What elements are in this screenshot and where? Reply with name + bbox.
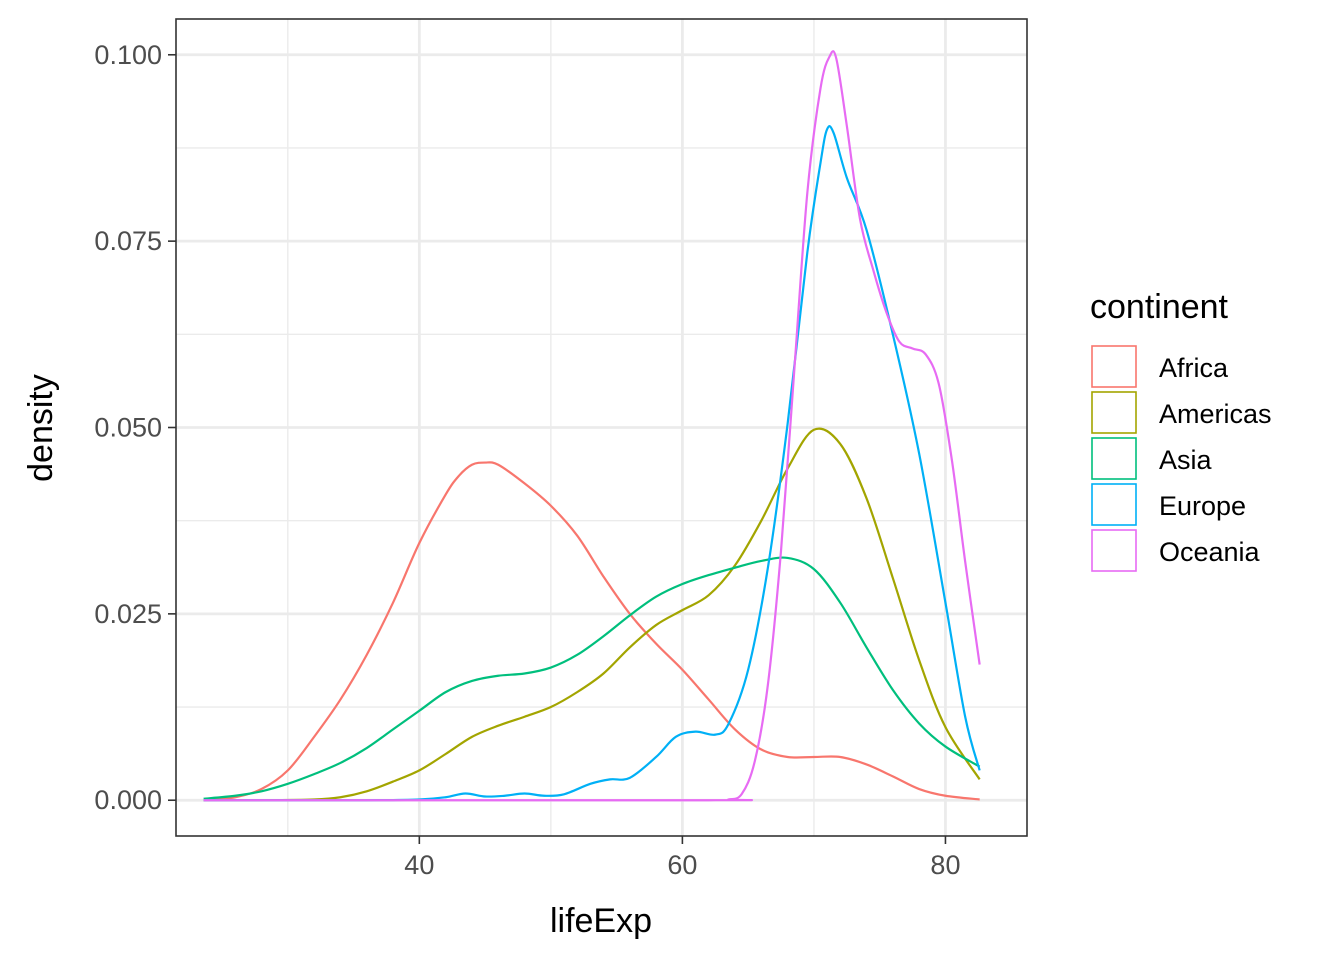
- x-axis-title: lifeExp: [550, 902, 652, 940]
- legend: continent Africa Americas Asia Europe Oceani…: [1090, 288, 1272, 572]
- legend-key-europe: [1091, 483, 1137, 526]
- y-tick-label: 0.100: [94, 40, 162, 70]
- density-curve-asia: [203, 556, 981, 800]
- y-axis: 0.000 0.025 0.050 0.075 0.100: [94, 40, 176, 815]
- density-curve-europe: [203, 125, 981, 802]
- legend-label-africa: Africa: [1159, 353, 1229, 383]
- density-curve-oceania: [203, 50, 981, 802]
- x-tick-label: 60: [667, 850, 697, 880]
- x-tick-label: 40: [404, 850, 434, 880]
- y-tick-label: 0.050: [94, 413, 162, 443]
- legend-key-americas: [1091, 391, 1137, 434]
- legend-label-oceania: Oceania: [1159, 537, 1261, 567]
- legend-key-asia: [1091, 437, 1137, 480]
- legend-items: Africa Americas Asia Europe Oceania: [1091, 345, 1272, 572]
- legend-label-asia: Asia: [1159, 445, 1213, 475]
- x-axis: 40 60 80: [404, 836, 960, 880]
- density-curve-americas: [203, 427, 981, 802]
- legend-label-europe: Europe: [1159, 491, 1246, 521]
- y-tick-label: 0.075: [94, 226, 162, 256]
- y-axis-title: density: [22, 374, 60, 482]
- y-tick-label: 0.000: [94, 785, 162, 815]
- legend-key-africa: [1091, 345, 1137, 388]
- legend-label-americas: Americas: [1159, 399, 1272, 429]
- x-tick-label: 80: [930, 850, 960, 880]
- legend-title: continent: [1090, 288, 1229, 326]
- y-tick-label: 0.025: [94, 599, 162, 629]
- legend-key-oceania: [1091, 529, 1137, 572]
- density-curves: [203, 50, 981, 802]
- density-curve-africa: [203, 461, 980, 802]
